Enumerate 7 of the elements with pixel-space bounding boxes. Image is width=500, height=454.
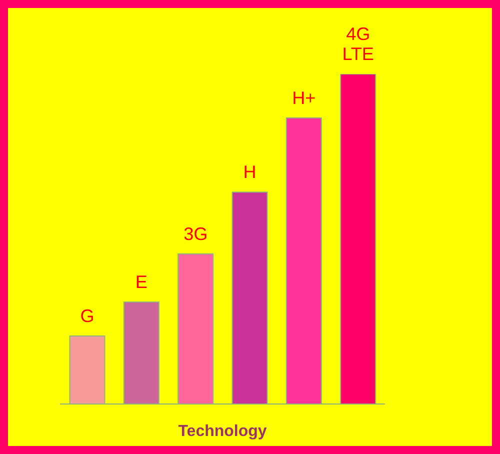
x-tick-label: 3G	[184, 224, 208, 244]
x-tick-label: H+	[292, 88, 316, 108]
x-axis-title: Technology	[178, 423, 267, 440]
x-tick-label: H	[243, 162, 256, 182]
x-tick-label: 4G LTE	[342, 24, 374, 64]
x-tick-label: E	[135, 272, 148, 292]
x-tick-label: G	[80, 306, 94, 326]
